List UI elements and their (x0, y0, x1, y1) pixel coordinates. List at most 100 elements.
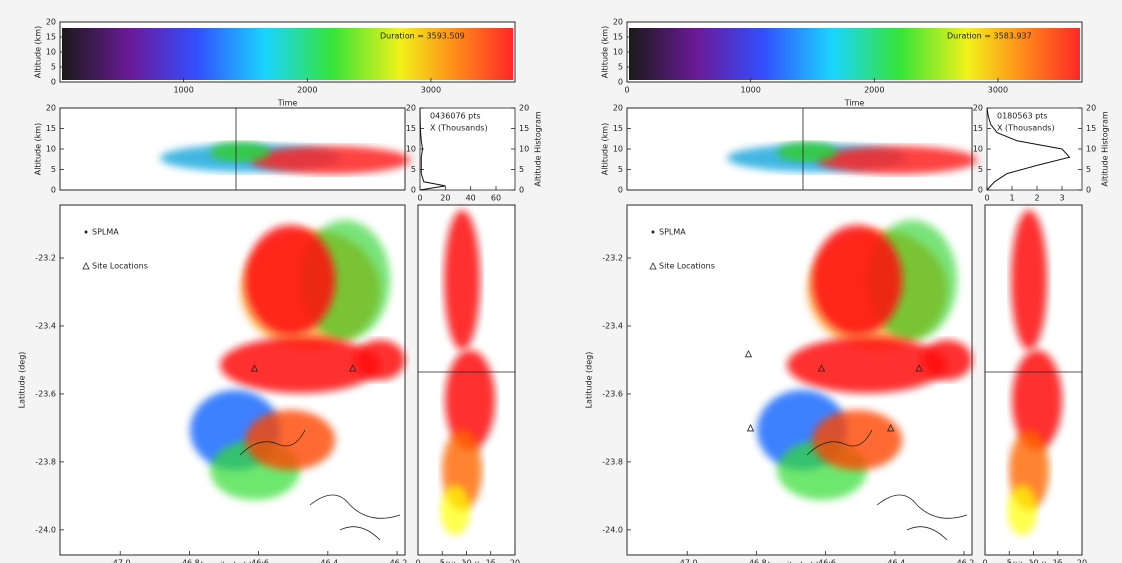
scatter-cloud (812, 225, 902, 335)
site-marker (817, 364, 826, 372)
y-tick-label: 15 (1086, 124, 1096, 133)
axis-label: Latitude (deg) (18, 352, 27, 409)
y-tick-label: 20 (406, 104, 416, 113)
x-tick-label: 10 (1028, 559, 1038, 563)
y-tick-label: -23.8 (602, 457, 623, 466)
x-tick-label: 3 (1059, 194, 1064, 203)
y-tick-label: 10 (406, 145, 416, 154)
y-tick-label: 15 (46, 33, 56, 42)
plan-frame (59, 204, 406, 556)
x-tick-label: 10 (461, 559, 471, 563)
y-tick-label: 20 (613, 18, 623, 27)
axis-label: Altitude Histogram (534, 111, 543, 187)
y-tick-label: 0 (1086, 186, 1091, 195)
x-tick-label: -47.0 (110, 559, 131, 563)
histogram-panel (419, 107, 516, 191)
plan-frame (626, 204, 973, 556)
x-tick-label: -46.4 (317, 559, 338, 563)
legend-triangle (649, 262, 657, 270)
y-tick-label: 5 (1086, 165, 1091, 174)
y-tick-label: -23.4 (35, 321, 56, 330)
scatter-cloud (245, 225, 335, 335)
y-tick-label: 5 (51, 165, 56, 174)
units-label: X (Thousands) (997, 124, 1055, 133)
x-tick-label: -46.4 (884, 559, 905, 563)
duration-annotation: Duration = 3593.509 (380, 32, 465, 41)
x-tick-label: 40 (466, 194, 476, 203)
points-label: 0180563 pts (997, 112, 1048, 121)
x-tick-label: 3000 (421, 86, 441, 95)
coastline (806, 429, 968, 541)
y-tick-label: -23.6 (602, 389, 623, 398)
axis-label: Altitude (km) (34, 123, 43, 175)
legend-label: Site Locations (92, 262, 148, 271)
x-tick-label: 20 (440, 194, 450, 203)
y-tick-label: 20 (613, 104, 623, 113)
site-marker (746, 424, 755, 432)
x-tick-label: 5 (1007, 559, 1012, 563)
x-tick-label: 60 (491, 194, 501, 203)
y-tick-label: 5 (618, 165, 623, 174)
x-tick-label: 20 (1077, 559, 1087, 563)
site-marker (915, 364, 923, 372)
legend-dot (651, 230, 655, 234)
site-marker (887, 424, 895, 432)
y-tick-label: 5 (978, 165, 983, 174)
x-tick-label: -46.6 (815, 559, 836, 563)
y-tick-label: 15 (613, 124, 623, 133)
time-color-strip (62, 28, 513, 80)
x-tick-label: 3000 (988, 86, 1008, 95)
points-label: 0436076 pts (430, 112, 481, 121)
y-tick-label: 10 (46, 145, 56, 154)
coastline (239, 429, 401, 541)
y-tick-label: 5 (51, 63, 56, 72)
x-tick-label: -46.8 (746, 559, 767, 563)
legend-triangle (82, 262, 90, 270)
x-tick-label: 5 (440, 559, 445, 563)
x-tick-label: 1 (1009, 194, 1014, 203)
axis-label: Longitude (deg) (201, 561, 265, 563)
legend-dot (84, 230, 88, 234)
scatter-cloud (1011, 210, 1047, 350)
y-tick-label: -23.2 (35, 254, 56, 263)
scatter-cloud (1007, 485, 1037, 535)
axis-label: Altitude (km) (34, 26, 43, 78)
axis-label: Time (277, 99, 298, 108)
histogram-line (419, 107, 446, 191)
legend-label: Site Locations (659, 262, 715, 271)
x-tick-label: -46.2 (387, 559, 408, 563)
x-tick-label: 1000 (173, 86, 193, 95)
histogram-line (986, 107, 1071, 191)
axis-label: Latitude (deg) (585, 352, 594, 409)
x-tick-label: 2000 (297, 86, 317, 95)
axis-label: Altitude (km) (440, 561, 492, 563)
x-tick-label: -46.2 (954, 559, 975, 563)
axis-label: Altitude (km) (601, 26, 610, 78)
axis-label: Altitude (km) (601, 123, 610, 175)
site-marker (744, 349, 753, 358)
y-tick-label: 0 (51, 78, 56, 87)
site-marker (250, 364, 259, 372)
y-tick-label: 0 (51, 186, 56, 195)
y-tick-label: -23.4 (602, 321, 623, 330)
scatter-cloud (817, 146, 977, 174)
x-tick-label: 15 (1053, 559, 1063, 563)
scatter-cloud (445, 350, 495, 450)
axis-label: Time (844, 99, 865, 108)
site-marker (349, 364, 357, 372)
y-tick-label: 15 (46, 124, 56, 133)
y-tick-label: 15 (973, 124, 983, 133)
x-tick-label: 0 (415, 559, 420, 563)
axis-label: Altitude (km) (1007, 561, 1059, 563)
y-tick-label: 10 (46, 48, 56, 57)
y-tick-label: 20 (973, 104, 983, 113)
x-tick-label: 0 (417, 194, 422, 203)
legend-label: SPLMA (92, 228, 119, 237)
y-tick-label: 0 (519, 186, 524, 195)
scatter-cloud (245, 410, 335, 470)
y-tick-label: 0 (618, 78, 623, 87)
y-tick-label: 10 (613, 48, 623, 57)
scatter-cloud (1012, 350, 1062, 450)
y-tick-label: 0 (618, 186, 623, 195)
